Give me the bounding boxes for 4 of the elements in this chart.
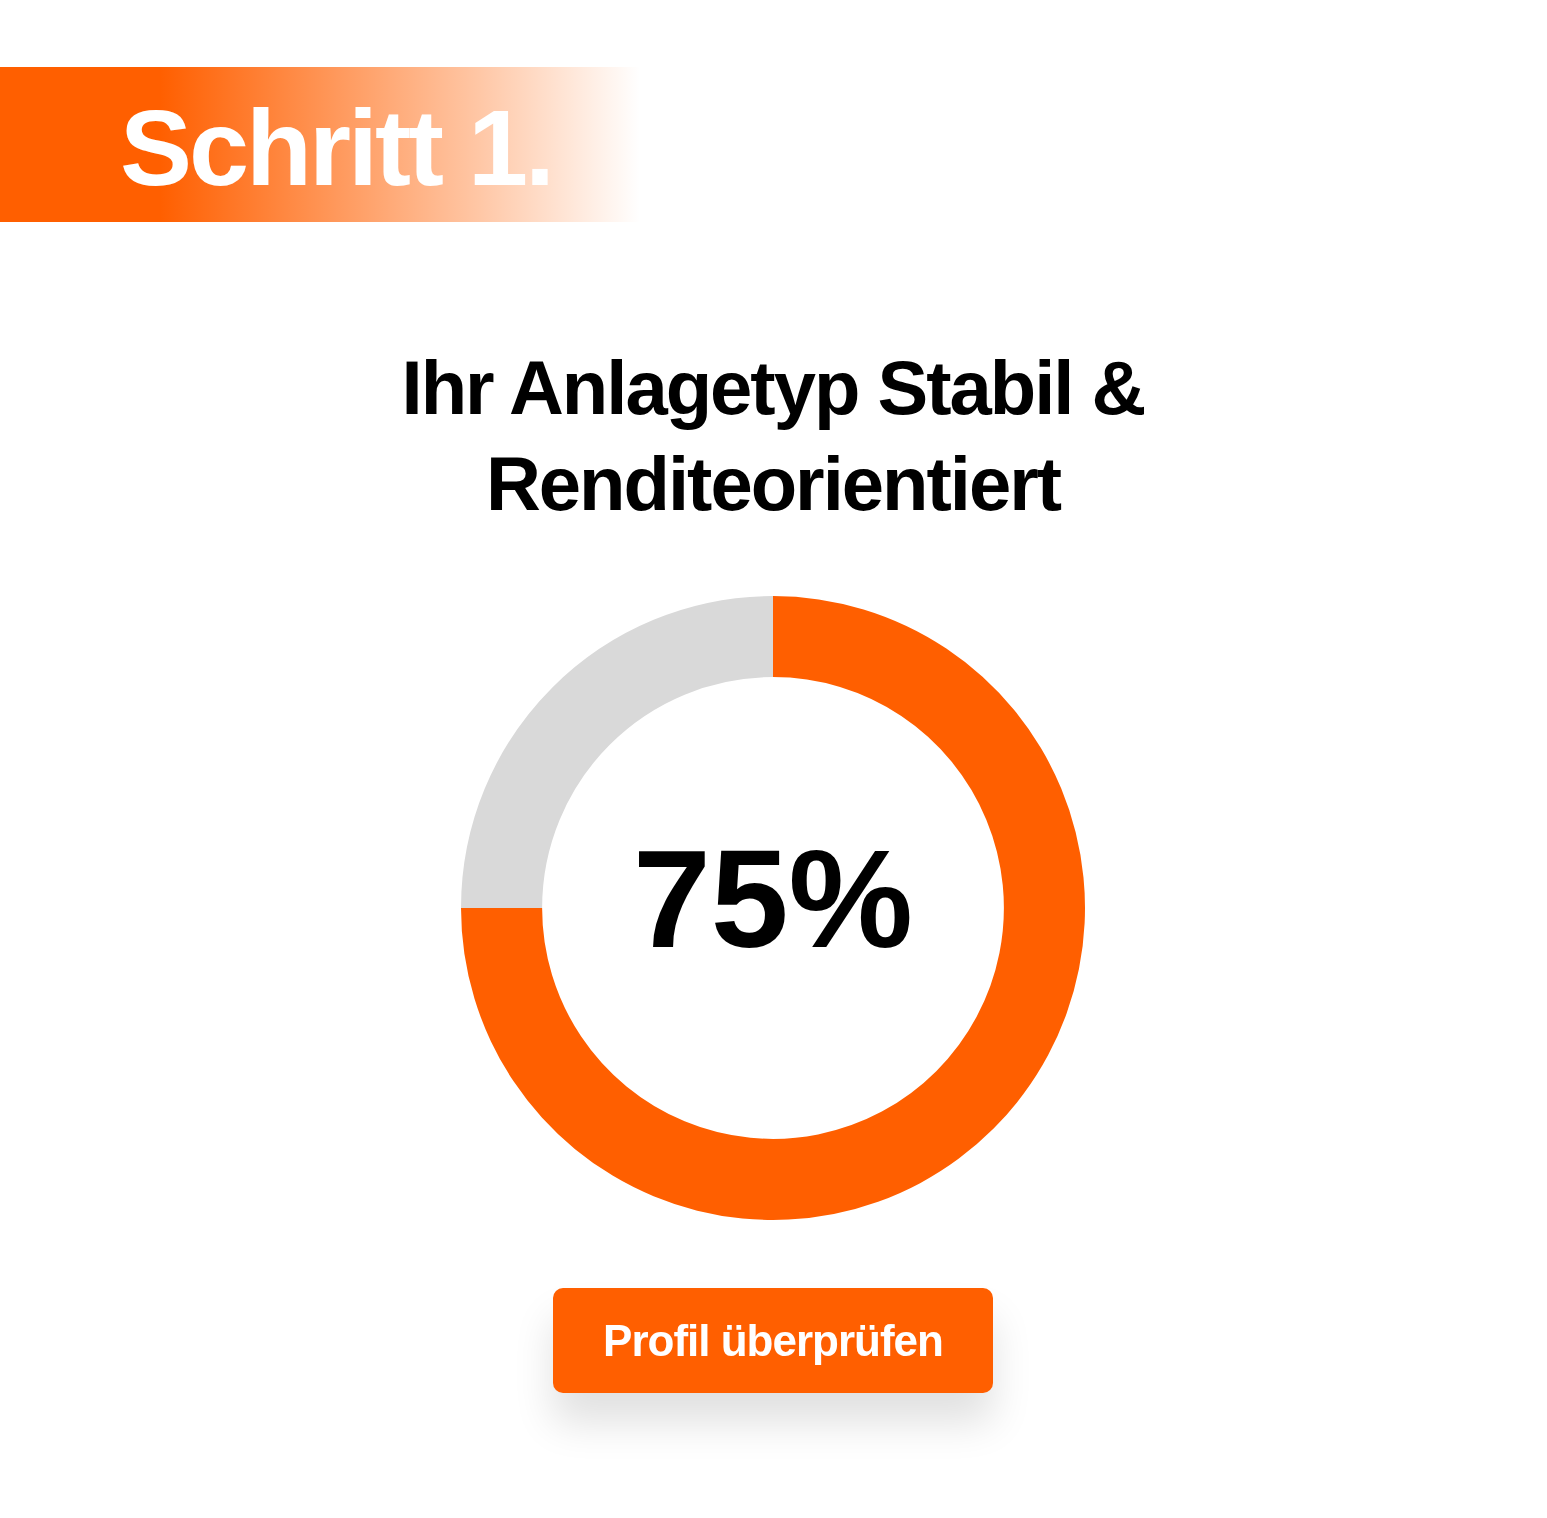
- text: Schritt 1.: [120, 86, 553, 210]
- data-label: 75%: [632, 819, 914, 977]
- chart-title: Ihr Anlagetyp Stabil & Renditeorientiert: [400, 344, 1146, 528]
- button: Profil überprüfen: [553, 1288, 993, 1393]
